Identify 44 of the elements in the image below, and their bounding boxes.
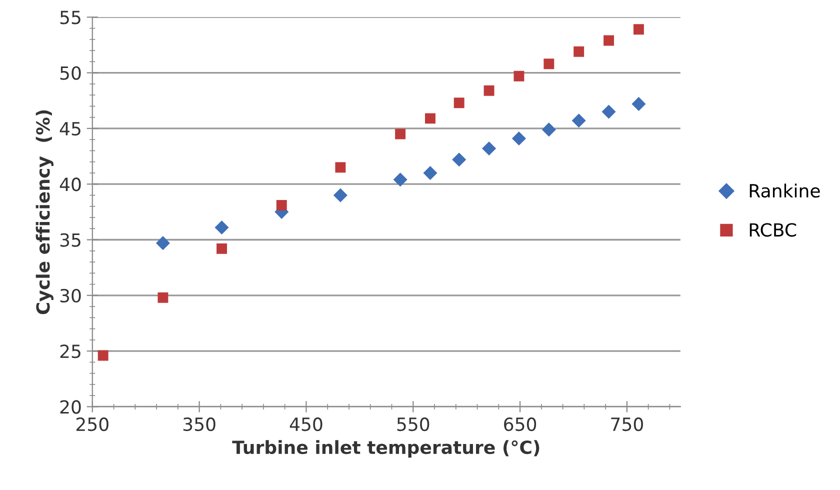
y-tick-label: 25 [60, 344, 80, 358]
legend-label: RCBC [750, 223, 796, 237]
point [484, 85, 494, 96]
legend-label: Rankine [750, 184, 820, 198]
point [632, 96, 646, 111]
point [333, 188, 348, 202]
x-axis-title: Turbine inlet temperature (°C) [232, 440, 540, 458]
point [98, 350, 108, 361]
point [395, 128, 406, 140]
point [452, 152, 466, 167]
point [542, 122, 556, 137]
y-tick-label: 30 [60, 288, 81, 303]
y-tick-label: 45 [60, 122, 80, 136]
x-tick-label: 650 [504, 417, 536, 432]
point [335, 162, 346, 173]
point [574, 46, 584, 57]
point [572, 114, 586, 128]
point [216, 243, 227, 254]
y-tick-label: 35 [60, 233, 80, 247]
point [156, 236, 170, 250]
point [604, 35, 614, 46]
point [633, 24, 644, 35]
y-axis-title: Cycle efficiency (%) [36, 110, 54, 314]
point [158, 292, 168, 303]
point [602, 104, 616, 119]
x-tick-label: 750 [611, 417, 643, 432]
x-tick-label: 350 [183, 417, 216, 432]
point [423, 166, 438, 180]
point [276, 200, 287, 210]
x-tick-label: 450 [290, 417, 322, 432]
point [214, 220, 229, 235]
point [425, 113, 436, 124]
point [544, 58, 554, 70]
y-tick-label: 50 [60, 66, 81, 80]
point [512, 131, 526, 146]
point [454, 98, 464, 108]
point [393, 172, 408, 187]
x-tick-label: 550 [397, 417, 430, 432]
x-tick-label: 250 [76, 417, 108, 432]
y-tick-label: 40 [60, 178, 81, 192]
point [514, 70, 524, 82]
point [482, 141, 496, 156]
y-tick-label: 20 [60, 400, 81, 414]
y-tick-label: 55 [60, 10, 80, 24]
